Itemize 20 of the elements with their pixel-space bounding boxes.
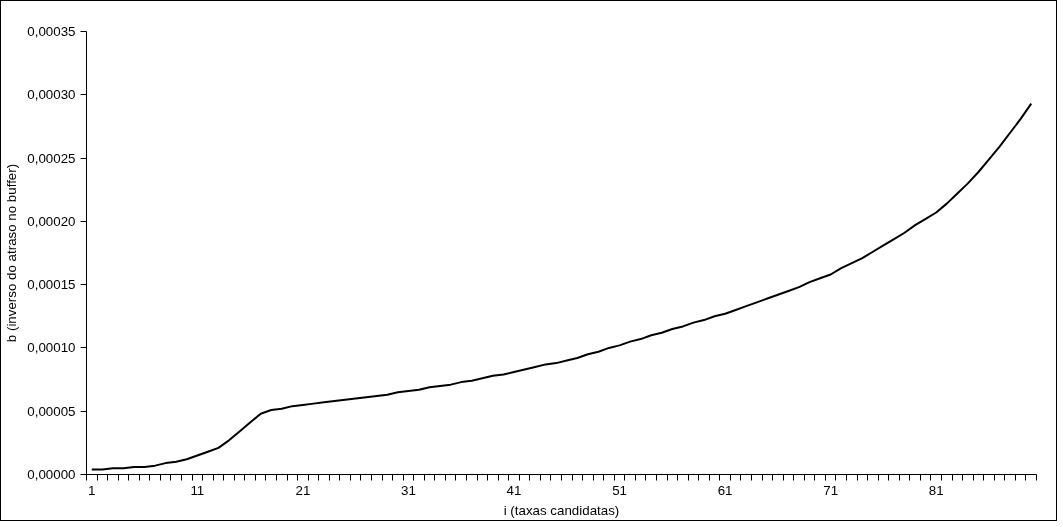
x-tick-label: 41 — [506, 482, 522, 498]
y-tick-label: 0,00010 — [27, 340, 76, 356]
y-axis-title: b (inverso do atraso no buffer) — [4, 163, 20, 343]
y-tick-label: 0,00005 — [27, 403, 76, 419]
y-tick-label: 0,00030 — [27, 87, 76, 103]
y-tick-label: 0,00000 — [27, 467, 76, 482]
x-tick-label: 31 — [401, 482, 416, 498]
x-axis-title: i (taxas candidatas) — [503, 502, 620, 518]
y-tick-label: 0,00025 — [27, 150, 76, 166]
x-tick-label: 81 — [928, 482, 944, 498]
x-tick-label: 61 — [717, 482, 733, 498]
x-tick-label: 51 — [612, 482, 627, 498]
x-tick-label: 71 — [823, 482, 839, 498]
x-tick-label: 11 — [190, 482, 205, 498]
x-tick-label: 1 — [88, 482, 96, 498]
y-tick-label: 0,00020 — [27, 213, 76, 229]
line-series — [90, 102, 1033, 471]
x-tick-label: 21 — [295, 482, 311, 498]
y-tick-label: 0,00035 — [27, 24, 76, 39]
y-tick-label: 0,00015 — [27, 277, 76, 293]
